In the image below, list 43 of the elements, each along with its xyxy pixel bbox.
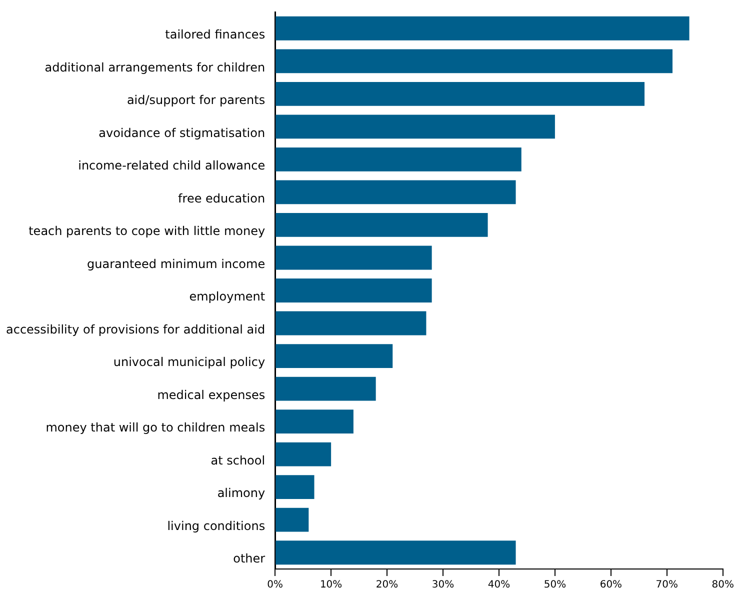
bar bbox=[276, 49, 673, 74]
x-tick-label: 50% bbox=[544, 580, 566, 591]
x-tick-label: 0% bbox=[267, 580, 284, 591]
y-tick-label: tailored finances bbox=[165, 28, 266, 42]
bar bbox=[276, 508, 309, 532]
bar bbox=[276, 344, 393, 368]
y-tick-label: living conditions bbox=[167, 518, 266, 533]
y-tick-label: alimony bbox=[217, 486, 266, 500]
bar bbox=[276, 147, 522, 172]
y-tick-label: avoidance of stigmatisation bbox=[98, 126, 266, 140]
y-tick-label: accessibility of provisions for additional aid bbox=[6, 322, 266, 336]
y-tick-label: free education bbox=[178, 191, 266, 206]
x-tick-label: 70% bbox=[656, 580, 678, 591]
bar bbox=[276, 16, 690, 40]
y-tick-label: additional arrangements for children bbox=[44, 60, 266, 74]
y-tick-label: at school bbox=[210, 453, 266, 468]
bar bbox=[276, 82, 645, 106]
bar bbox=[276, 376, 376, 401]
bar bbox=[276, 278, 432, 302]
y-tick-label: univocal municipal policy bbox=[113, 355, 266, 370]
bar bbox=[276, 540, 516, 565]
y-tick-label: medical expenses bbox=[157, 388, 266, 402]
y-tick-label: income-related child allowance bbox=[78, 158, 266, 173]
y-tick-label: other bbox=[233, 552, 266, 566]
x-tick-label: 20% bbox=[376, 580, 398, 591]
bar bbox=[276, 213, 488, 237]
bar bbox=[276, 475, 314, 500]
bar bbox=[276, 180, 516, 204]
x-tick-label: 80% bbox=[712, 580, 734, 591]
y-tick-label: guaranteed minimum income bbox=[86, 256, 266, 271]
x-tick-label: 30% bbox=[432, 580, 454, 591]
x-tick-label: 60% bbox=[600, 580, 622, 591]
x-tick-label: 10% bbox=[320, 580, 342, 591]
bar bbox=[276, 311, 426, 336]
y-tick-label: teach parents to cope with little money bbox=[28, 224, 266, 238]
bar bbox=[276, 442, 332, 466]
y-tick-label: money that will go to children meals bbox=[46, 420, 266, 435]
y-tick-label: employment bbox=[189, 290, 266, 304]
bar bbox=[276, 246, 432, 270]
y-tick-label: aid/support for parents bbox=[126, 93, 266, 108]
bar bbox=[276, 410, 354, 434]
bar bbox=[276, 114, 555, 139]
x-tick-label: 40% bbox=[488, 580, 510, 591]
